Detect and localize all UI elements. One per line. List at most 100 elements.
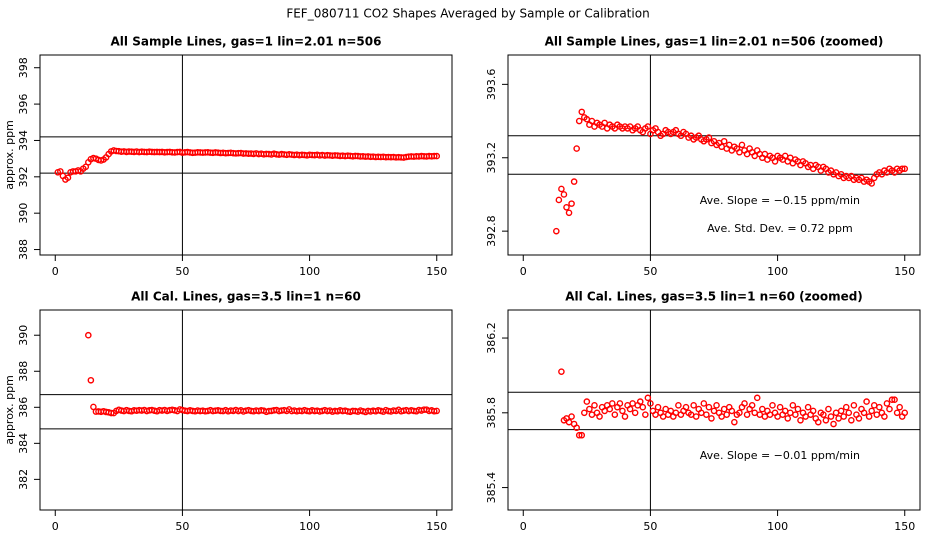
point: [692, 413, 700, 420]
y-axis-label: approx. ppm: [3, 120, 16, 190]
point: [827, 413, 835, 420]
point: [626, 405, 634, 413]
point: [741, 400, 748, 407]
y-tick-label: 393.6: [485, 69, 498, 101]
y-tick-label: 390: [17, 325, 30, 346]
x-tick-label: 100: [767, 265, 788, 278]
point: [523, 329, 528, 334]
point: [541, 320, 546, 325]
point: [430, 407, 438, 415]
point: [893, 409, 901, 417]
x-tick-label: 50: [175, 265, 189, 278]
point: [682, 403, 690, 411]
plot-area: [54, 147, 441, 183]
y-tick-label: 392: [17, 166, 30, 187]
point: [842, 403, 850, 411]
point: [553, 227, 560, 235]
point: [570, 178, 578, 185]
point: [616, 400, 624, 407]
panel-title: All Cal. Lines, gas=3.5 lin=1 n=60: [131, 290, 361, 304]
point: [731, 418, 738, 426]
y-tick-label: 388: [17, 239, 30, 260]
point: [822, 416, 830, 424]
y-tick-label: 388: [17, 361, 30, 382]
y-tick-label: 386.2: [485, 322, 498, 354]
point: [860, 409, 868, 417]
x-tick-label: 50: [643, 265, 657, 278]
panel-title: All Cal. Lines, gas=3.5 lin=1 n=60 (zoom…: [565, 290, 863, 304]
point: [713, 402, 720, 409]
panel-title: All Sample Lines, gas=1 lin=2.01 n=506: [111, 35, 382, 49]
y-tick-label: 385.8: [485, 397, 498, 429]
x-tick-label: 100: [767, 520, 788, 533]
point: [591, 402, 598, 409]
point: [720, 137, 728, 145]
plot-area: [523, 108, 909, 408]
x-tick-label: 150: [894, 265, 915, 278]
x-tick-label: 0: [52, 265, 59, 278]
point: [728, 407, 736, 415]
point: [644, 394, 652, 402]
point: [837, 407, 845, 415]
point: [611, 411, 619, 418]
x-tick-label: 150: [894, 520, 915, 533]
point: [636, 398, 644, 405]
point: [848, 416, 855, 424]
annotation: Ave. Slope = −0.15 ppm/min: [700, 194, 860, 207]
plot-area: [558, 368, 909, 439]
point: [901, 165, 909, 173]
point: [538, 320, 543, 325]
point: [804, 403, 812, 411]
point: [536, 329, 541, 334]
point: [528, 366, 533, 371]
y-tick-label: 390: [17, 203, 30, 224]
point: [544, 311, 549, 316]
point: [575, 431, 583, 439]
point: [563, 203, 570, 211]
point: [845, 409, 853, 417]
point: [647, 400, 654, 407]
y-tick-label: 393.2: [485, 142, 498, 174]
point: [825, 405, 832, 413]
point: [784, 415, 792, 422]
point: [868, 180, 875, 187]
point: [568, 200, 575, 207]
x-tick-label: 150: [426, 265, 447, 278]
point: [619, 407, 626, 415]
point: [531, 403, 536, 408]
x-tick-label: 50: [175, 520, 189, 533]
figure-title: FEF_080711 CO2 Shapes Averaged by Sample…: [286, 7, 649, 21]
x-tick-label: 100: [299, 265, 320, 278]
y-axis-label: approx. ppm: [3, 375, 16, 445]
x-tick-label: 50: [643, 520, 657, 533]
point: [840, 413, 848, 420]
point: [888, 396, 896, 404]
point: [863, 398, 870, 405]
plot-frame: [39, 54, 453, 256]
point: [560, 191, 568, 198]
point: [881, 413, 888, 420]
annotation: Ave. Std. Dev. = 0.72 ppm: [707, 222, 853, 235]
point: [578, 431, 586, 439]
x-tick-label: 0: [52, 520, 59, 533]
point: [631, 409, 639, 417]
point: [753, 394, 761, 402]
point: [771, 158, 779, 165]
point: [586, 405, 593, 413]
point: [551, 274, 556, 279]
point: [558, 185, 565, 193]
point: [580, 409, 588, 417]
point: [608, 400, 616, 407]
point: [769, 402, 776, 409]
x-tick-label: 0: [520, 520, 527, 533]
point: [868, 407, 875, 415]
point: [596, 413, 603, 420]
y-tick-label: 394: [17, 130, 30, 151]
point: [568, 413, 575, 420]
point: [621, 413, 629, 420]
y-tick-label: 385.4: [485, 472, 498, 504]
point: [573, 145, 580, 152]
point: [814, 418, 822, 426]
point: [703, 411, 710, 418]
